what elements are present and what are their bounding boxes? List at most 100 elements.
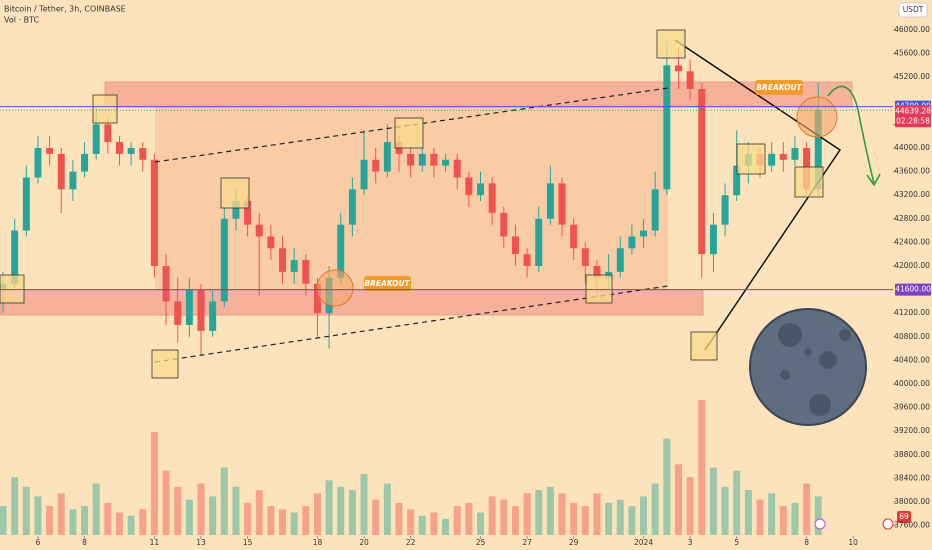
- box: [92, 94, 118, 124]
- volume-bar: [220, 467, 228, 535]
- candle-body: [651, 189, 659, 231]
- x-tick-label: 8: [82, 538, 87, 547]
- volume-bar: [511, 506, 519, 535]
- y-tick-label: 44000.00: [894, 143, 930, 152]
- volume-bar: [500, 499, 508, 535]
- x-tick-label: 10: [848, 538, 858, 547]
- volume-bar: [663, 438, 671, 535]
- y-tick-label: 39600.00: [894, 403, 930, 412]
- breakout-label: BREAKOUT: [364, 279, 410, 288]
- event-icon[interactable]: [814, 518, 826, 530]
- volume-bar: [756, 499, 764, 535]
- y-tick-label: 38000.00: [894, 497, 930, 506]
- volume-bar: [232, 486, 240, 535]
- candle-body: [383, 142, 391, 172]
- candle-body: [34, 147, 42, 178]
- candle-body: [698, 88, 706, 255]
- y-tick-label: 39200.00: [894, 426, 930, 435]
- candle-body: [220, 218, 228, 302]
- candle-body: [279, 248, 287, 272]
- candle-body: [232, 201, 240, 219]
- crater: [839, 329, 851, 341]
- volume-bar: [628, 506, 636, 535]
- badge: 69: [899, 512, 909, 521]
- candle-body: [407, 153, 415, 166]
- candle-body: [779, 153, 787, 160]
- candle-body: [709, 224, 717, 255]
- candle-body: [209, 301, 217, 331]
- candle-body: [69, 171, 77, 190]
- volume-bar: [709, 467, 717, 535]
- volume-bar: [150, 432, 158, 535]
- volume-bar: [477, 512, 484, 535]
- candle-body: [593, 265, 601, 278]
- volume-bar: [34, 496, 42, 535]
- y-tick-label: 40000.00: [894, 379, 930, 388]
- volume-bar: [313, 493, 321, 535]
- chart-title: Bitcoin / Tether, 3h, COINBASE: [4, 5, 126, 14]
- resistance-zone: [104, 81, 853, 108]
- box: [736, 143, 766, 175]
- y-tick-label: 38400.00: [894, 473, 930, 482]
- volume-bar: [174, 486, 182, 535]
- candle-body: [616, 248, 624, 272]
- candle-body: [570, 224, 578, 249]
- volume-bar: [162, 470, 170, 535]
- volume-bar: [651, 483, 659, 535]
- volume-bar: [337, 486, 345, 535]
- volume-bar: [546, 486, 554, 535]
- crater: [780, 370, 790, 380]
- volume-bar: [570, 502, 578, 535]
- y-tick-label: 45200.00: [894, 72, 930, 81]
- y-tick-label: 45600.00: [894, 49, 930, 58]
- candle-body: [523, 254, 531, 266]
- y-tick-label: 40400.00: [894, 355, 930, 364]
- volume-bar: [523, 493, 531, 535]
- volume-bar: [674, 464, 682, 535]
- candle-body: [418, 153, 426, 166]
- candle-body: [337, 224, 345, 278]
- volume-bar: [442, 518, 450, 535]
- candle-body: [768, 153, 776, 166]
- badge-bg: [897, 511, 911, 523]
- x-tick-label: 5: [734, 538, 739, 547]
- x-tick-label: 2024: [634, 538, 653, 547]
- candle-body: [488, 183, 496, 213]
- volume-bar: [430, 512, 438, 535]
- volume-bar: [185, 499, 193, 535]
- candle-body: [92, 124, 100, 154]
- volume-bar: [581, 506, 589, 535]
- candle-body: [197, 289, 205, 331]
- volume-bar: [372, 499, 380, 535]
- box: [220, 177, 250, 209]
- volume-bar: [0, 506, 7, 535]
- candle-body: [558, 183, 566, 225]
- volume-bar: [418, 515, 426, 535]
- y-tick-label: 38800.00: [894, 450, 930, 459]
- candle-body: [581, 248, 589, 266]
- level-tag-bg: [895, 283, 931, 296]
- volume-bar: [104, 502, 112, 535]
- candle-body: [104, 124, 112, 143]
- x-tick-label: 25: [476, 538, 486, 547]
- candle-body: [22, 177, 30, 231]
- candle-body: [244, 201, 252, 225]
- volume-bar: [395, 502, 403, 535]
- currency-box[interactable]: [898, 2, 928, 18]
- volume-bar: [197, 483, 205, 535]
- flag-icon[interactable]: [882, 518, 894, 530]
- currency[interactable]: USDT: [903, 5, 924, 14]
- crater: [819, 351, 837, 369]
- volume-bar: [605, 502, 613, 535]
- crater: [778, 323, 802, 347]
- candle-body: [57, 153, 65, 190]
- candle-body: [511, 236, 519, 255]
- volume-bar: [733, 470, 741, 535]
- volume-bar: [22, 486, 30, 535]
- candle-body: [733, 165, 741, 196]
- candle-body: [465, 177, 473, 196]
- channel-bottom: [154, 285, 669, 363]
- candle-body: [814, 110, 822, 190]
